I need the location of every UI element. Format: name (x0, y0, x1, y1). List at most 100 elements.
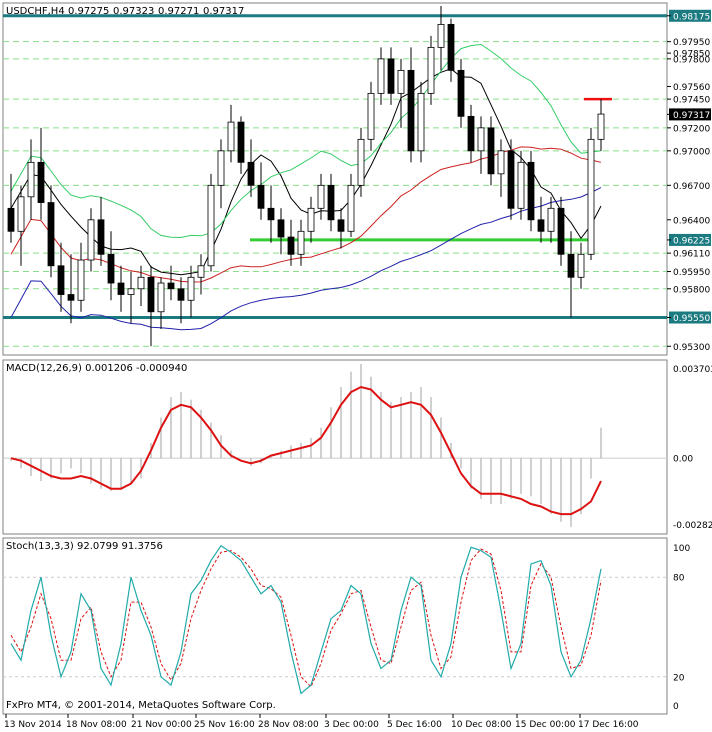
candle-body (397, 69, 405, 94)
candle-body (97, 219, 105, 255)
time-tick-label: 25 Nov 16:00 (194, 720, 255, 730)
candle-body (107, 253, 115, 284)
time-tick-label: 21 Nov 00:00 (131, 720, 192, 730)
time-tick-label: 18 Nov 08:00 (66, 720, 127, 730)
candle-body (197, 265, 205, 278)
price-tick-label: 0.97950 (673, 38, 710, 48)
time-tick-label: 10 Dec 08:00 (451, 720, 512, 730)
candle-body (287, 236, 295, 255)
candle-body (507, 150, 515, 209)
candle-body (407, 69, 415, 152)
time-tick-label: 5 Dec 16:00 (387, 720, 442, 730)
ma-blue-line (10, 187, 602, 331)
candle-body (217, 150, 225, 186)
time-tick-label: 15 Dec 00:00 (515, 720, 576, 730)
candle-body (347, 184, 355, 232)
macd-label: MACD(12,26,9) 0.001206 -0.000940 (6, 363, 187, 374)
candle-body (207, 184, 215, 267)
candle-body (337, 219, 345, 232)
price-tick-label: 0.95550 (673, 314, 710, 324)
price-tick-label: 0.96225 (673, 236, 710, 246)
price-tick-label: 0.95300 (673, 343, 710, 353)
symbol-label: USDCHF,H4 (6, 6, 65, 17)
price-levels (3, 14, 667, 347)
candle-body (147, 276, 155, 313)
candle-body (7, 207, 15, 232)
price-tick-label: 0.95950 (673, 268, 710, 278)
candle-body (157, 282, 165, 313)
price-tick-label: 0.97000 (673, 147, 710, 157)
candle-body (117, 282, 125, 295)
candle-body (27, 161, 35, 198)
candle-body (167, 282, 175, 290)
candle-body (17, 196, 25, 232)
candle-body (467, 115, 475, 152)
macd-axis: 0.003703 0.00 -0.002824 (673, 365, 712, 531)
candle-body (77, 259, 85, 301)
candle-body (227, 121, 235, 152)
candle-body (87, 219, 95, 261)
candle-body (427, 46, 435, 94)
candle-body (587, 138, 595, 255)
stoch-tick-label: 80 (673, 574, 685, 584)
stoch-tick-label: 20 (673, 673, 685, 683)
price-tick-label: 0.95800 (673, 285, 710, 295)
candle-body (267, 207, 275, 221)
price-tick-label: 0.97560 (673, 83, 710, 93)
ohlc-open: 0.97275 (68, 6, 109, 17)
stoch-signal-line (10, 548, 602, 688)
candle-body (527, 161, 535, 221)
ohlc-close: 0.97317 (203, 6, 244, 17)
stoch-main-line (10, 544, 602, 695)
time-tick-label: 3 Dec 00:00 (324, 720, 379, 730)
macd-tick-label: 0.00 (673, 455, 693, 465)
stoch-panel[interactable] (2, 537, 668, 715)
price-panel[interactable] (2, 2, 668, 356)
candle-body (257, 184, 265, 209)
candle-body (387, 58, 395, 94)
price-tag-box (669, 311, 711, 324)
candle-body (177, 288, 185, 301)
stoch-label: Stoch(13,3,3) 92.0799 91.3756 (6, 541, 163, 552)
candlesticks (7, 6, 605, 347)
candle-body (577, 253, 585, 278)
time-tick-label: 13 Nov 2014 (4, 720, 62, 730)
candle-body (237, 121, 245, 163)
candle-body (137, 276, 145, 290)
candle-body (377, 58, 385, 94)
candle-body (37, 161, 45, 203)
candle-body (497, 150, 505, 175)
stoch-tick-label: 100 (673, 544, 690, 554)
candle-body (47, 202, 55, 267)
macd-histogram (10, 364, 602, 527)
price-tag-box (669, 9, 711, 22)
candle-body (487, 127, 495, 175)
candle-body (247, 161, 255, 186)
macd-signal-line (10, 385, 602, 516)
candle-body (567, 253, 575, 278)
time-tick-label: 28 Nov 08:00 (258, 720, 319, 730)
stoch-tick-label: 0 (673, 702, 679, 712)
macd-panel[interactable] (2, 359, 668, 535)
candle-body (357, 138, 365, 186)
price-tag-box (669, 108, 711, 121)
price-tick-label: 0.96700 (673, 182, 710, 192)
time-tick-label: 17 Dec 16:00 (578, 720, 639, 730)
candle-body (557, 207, 565, 255)
candle-body (537, 219, 545, 232)
price-tick-label: 0.97800 (673, 55, 710, 65)
candle-body (417, 92, 425, 152)
candle-body (307, 207, 315, 232)
candle-body (477, 127, 485, 152)
candle-body (517, 161, 525, 209)
candle-body (297, 230, 305, 255)
ma-black-line (10, 68, 602, 276)
candle-body (187, 276, 195, 301)
ohlc-low: 0.97271 (158, 6, 199, 17)
stoch-axis: 100 80 20 0 (673, 544, 690, 712)
copyright: FxPro MT4, © 2001-2014, MetaQuotes Softw… (6, 700, 276, 711)
time-axis: 13 Nov 2014 18 Nov 08:00 21 Nov 00:00 25 No… (4, 714, 639, 730)
price-tick-label: 0.96400 (673, 216, 710, 226)
